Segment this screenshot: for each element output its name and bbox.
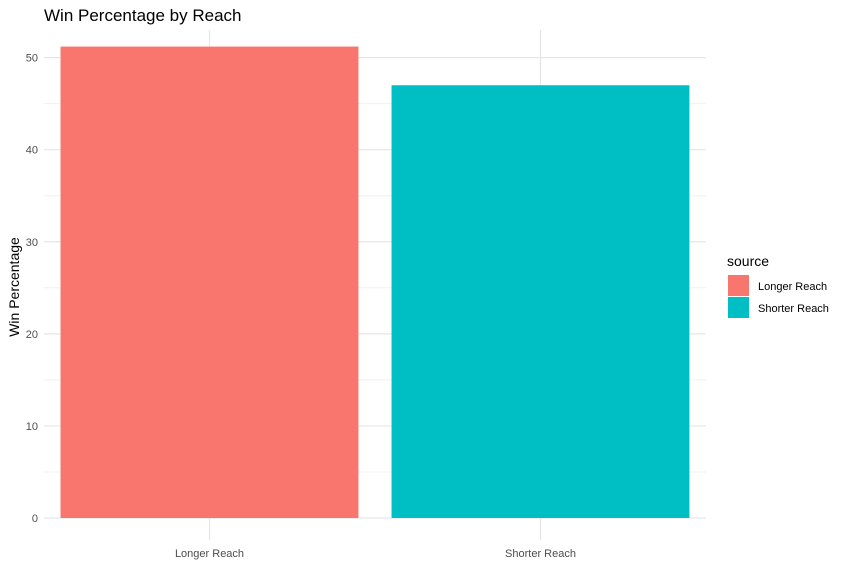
bar-shorter-reach <box>391 85 690 518</box>
y-axis-ticks: 0 10 20 30 40 50 <box>26 53 38 525</box>
y-tick-label: 50 <box>26 53 38 65</box>
y-tick-label: 0 <box>32 513 38 525</box>
legend: source Longer Reach Shorter Reach <box>727 253 829 318</box>
bars <box>60 46 690 519</box>
x-axis-ticks: Longer Reach Shorter Reach <box>175 548 576 560</box>
x-tick-label: Longer Reach <box>175 548 244 560</box>
bar-longer-reach <box>60 46 359 519</box>
y-tick-label: 10 <box>26 421 38 433</box>
y-tick-label: 20 <box>26 329 38 341</box>
chart-title: Win Percentage by Reach <box>44 6 242 25</box>
y-tick-label: 30 <box>26 237 38 249</box>
legend-title: source <box>727 253 769 269</box>
legend-key <box>728 275 749 296</box>
y-axis-title: Win Percentage <box>6 237 22 337</box>
y-tick-label: 40 <box>26 145 38 157</box>
legend-label: Shorter Reach <box>758 303 829 315</box>
x-tick-label: Shorter Reach <box>505 548 576 560</box>
legend-label: Longer Reach <box>758 281 827 293</box>
legend-key <box>728 297 749 318</box>
